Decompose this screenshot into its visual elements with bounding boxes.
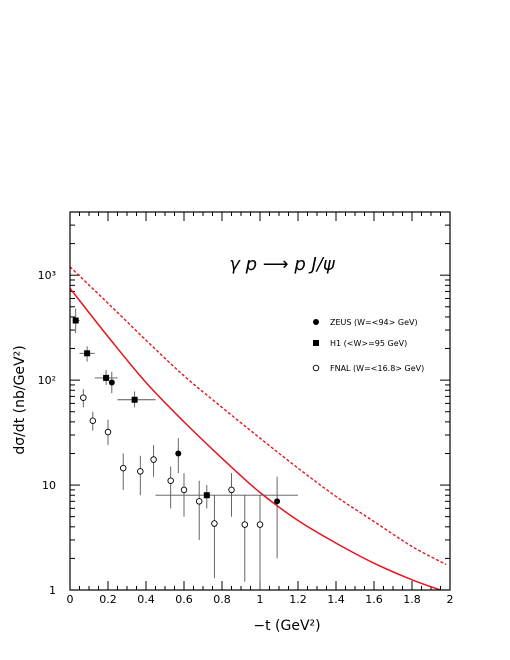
legend-label: ZEUS (W=<94> GeV) [330,318,418,327]
fnal-point [180,486,188,494]
zeus-point [108,379,115,386]
fnal-point [195,498,203,505]
y-tick-labels: 1 10 10² 10³ [38,269,56,597]
h1-point [131,396,138,403]
h1-point [313,340,319,346]
y-tick-label: 10³ [38,269,56,282]
zeus-point [274,498,281,505]
zeus-point [175,450,182,457]
x-tick-label: 0.8 [213,593,231,606]
fnal-point [211,520,218,527]
y-tick-label: 10² [38,374,56,387]
fnal-point [150,456,157,463]
h1-point [84,350,91,357]
fnal-point [104,428,112,436]
fnal-point [137,468,144,475]
x-tick-label: 0.2 [99,593,117,606]
theory-curve-dashed [69,266,447,566]
y-tick-label: 10 [42,479,56,492]
curves [69,266,447,591]
x-tick-label: 1 [257,593,264,606]
x-tick-label: 1.8 [403,593,421,606]
x-tick-label: 1.6 [365,593,383,606]
legend: ZEUS (W=<94> GeV) H1 (<W>=95 GeV) FNAL (W=… [312,318,424,373]
fnal-point [89,417,97,425]
plot-frame [69,211,451,591]
fnal-point [241,521,249,528]
legend-label: FNAL (W=<16.8> GeV) [330,364,424,373]
x-tick-label: 2 [447,593,454,606]
legend-label: H1 (<W>=95 GeV) [330,339,407,348]
h1-point [203,492,210,499]
fnal-point [167,477,174,484]
fnal-point [119,464,127,472]
x-tick-label: 0.6 [175,593,193,606]
x-axis-title: −t (GeV²) [253,618,320,634]
reaction-label: γ p ⟶ p J/ψ [229,254,336,275]
theory-curve-solid [69,287,441,591]
x-tick-labels: 0 0.2 0.4 0.6 0.8 1 1.2 1.4 1.6 1.8 2 [67,593,454,606]
x-tick-label: 0.4 [137,593,155,606]
y-tick-label: 1 [49,584,56,597]
zeus-point [313,319,319,325]
h1-point [103,374,110,381]
x-tick-label: 0 [67,593,74,606]
fnal-point [228,486,235,494]
h1-point [72,317,79,324]
data-points [72,308,298,590]
fnal-point [256,521,264,528]
x-tick-label: 1.2 [289,593,307,606]
y-axis-title: dσ/dt (nb/GeV²) [12,345,28,454]
fnal-point [312,364,320,372]
x-tick-label: 1.4 [327,593,345,606]
fnal-point [80,394,87,401]
